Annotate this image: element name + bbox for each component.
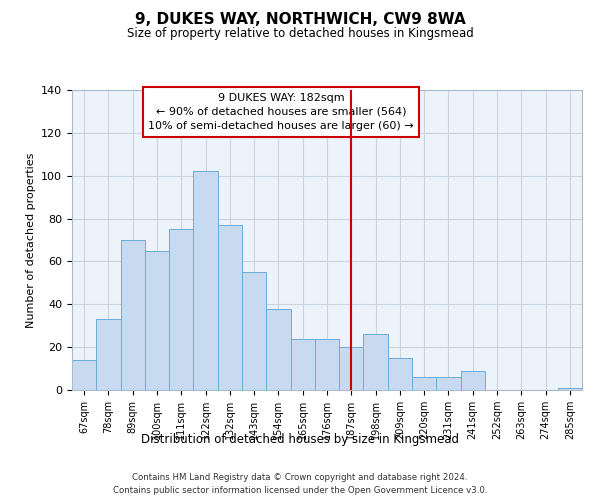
Bar <box>388 358 412 390</box>
Bar <box>121 240 145 390</box>
Bar <box>461 370 485 390</box>
Bar <box>290 338 315 390</box>
Bar <box>339 347 364 390</box>
Bar <box>218 225 242 390</box>
Bar <box>315 338 339 390</box>
Y-axis label: Number of detached properties: Number of detached properties <box>26 152 35 328</box>
Bar <box>169 230 193 390</box>
Bar <box>412 377 436 390</box>
Text: Size of property relative to detached houses in Kingsmead: Size of property relative to detached ho… <box>127 28 473 40</box>
Text: Distribution of detached houses by size in Kingsmead: Distribution of detached houses by size … <box>141 432 459 446</box>
Bar <box>558 388 582 390</box>
Text: 9 DUKES WAY: 182sqm
← 90% of detached houses are smaller (564)
10% of semi-detac: 9 DUKES WAY: 182sqm ← 90% of detached ho… <box>148 93 414 131</box>
Bar <box>242 272 266 390</box>
Bar <box>193 172 218 390</box>
Bar <box>96 320 121 390</box>
Text: 9, DUKES WAY, NORTHWICH, CW9 8WA: 9, DUKES WAY, NORTHWICH, CW9 8WA <box>134 12 466 28</box>
Text: Contains public sector information licensed under the Open Government Licence v3: Contains public sector information licen… <box>113 486 487 495</box>
Bar <box>364 334 388 390</box>
Bar <box>436 377 461 390</box>
Bar <box>145 250 169 390</box>
Text: Contains HM Land Registry data © Crown copyright and database right 2024.: Contains HM Land Registry data © Crown c… <box>132 474 468 482</box>
Bar <box>72 360 96 390</box>
Bar <box>266 308 290 390</box>
